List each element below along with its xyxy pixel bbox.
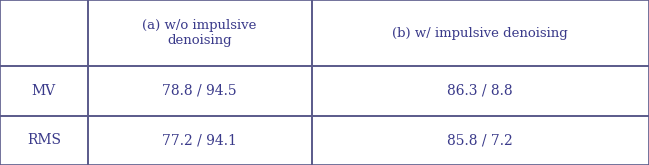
Text: RMS: RMS — [27, 133, 61, 147]
Bar — [88, 0, 312, 66]
Bar — [0, 66, 88, 115]
Bar — [0, 115, 88, 165]
Text: (a) w/o impulsive
denoising: (a) w/o impulsive denoising — [142, 19, 257, 47]
Bar — [0, 0, 88, 66]
Text: 86.3 / 8.8: 86.3 / 8.8 — [447, 84, 513, 98]
Text: MV: MV — [32, 84, 56, 98]
Text: 85.8 / 7.2: 85.8 / 7.2 — [447, 133, 513, 147]
Bar — [88, 66, 312, 115]
Text: 77.2 / 94.1: 77.2 / 94.1 — [162, 133, 237, 147]
Bar — [312, 0, 649, 66]
Text: (b) w/ impulsive denoising: (b) w/ impulsive denoising — [393, 27, 568, 39]
Bar — [312, 115, 649, 165]
Bar — [88, 115, 312, 165]
Text: 78.8 / 94.5: 78.8 / 94.5 — [162, 84, 237, 98]
Bar — [312, 66, 649, 115]
